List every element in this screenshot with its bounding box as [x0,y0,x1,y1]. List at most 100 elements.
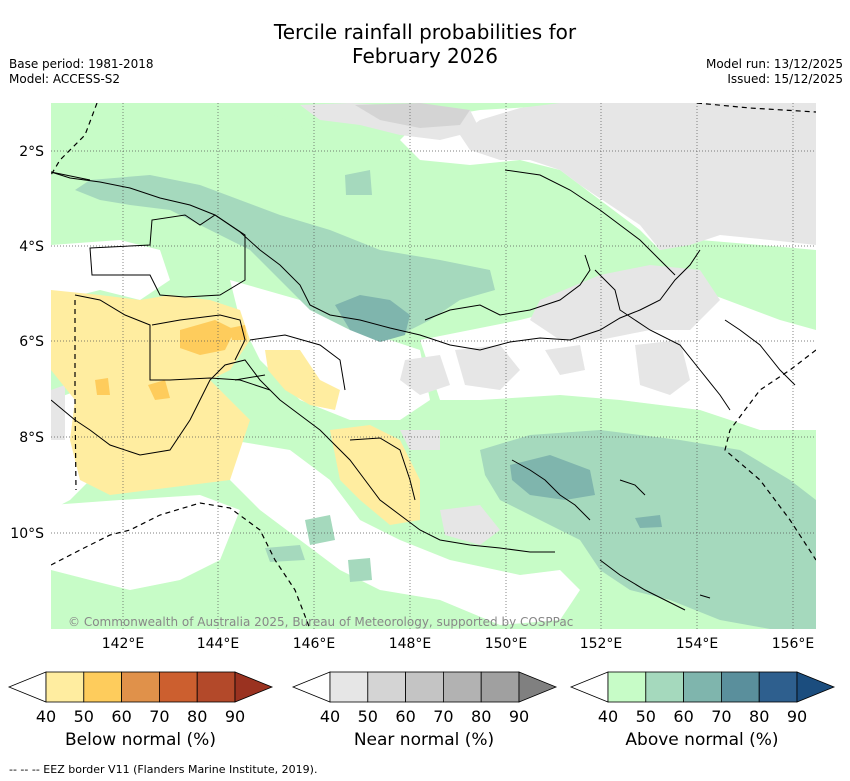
lon-label-156e: 156°E [772,636,815,652]
lat-label-6s: 6°S [19,334,44,350]
colorbar-below-tick: 70 [149,707,169,726]
colorbar-above-swatch [758,671,798,703]
above-normal-50-s2 [265,545,305,562]
colorbar-above-max-arrow [796,671,836,703]
colorbar-near-tick: 90 [509,707,529,726]
copyright-text: © Commonwealth of Australia 2025, Bureau… [68,615,573,629]
colorbar-label-above: Above normal (%) [625,730,779,750]
neutral-region-c [230,280,430,420]
colorbar-label-below: Below normal (%) [65,730,216,750]
colorbar-near-tick: 40 [320,707,340,726]
lon-label-154e: 154°E [676,636,719,652]
above-normal-60-dot [635,515,662,528]
base-period: Base period: 1981-2018 [9,57,154,71]
neutral-region-e [420,290,816,430]
colorbar-below-max-arrow [234,671,274,703]
colorbar-near-swatch [367,671,406,703]
neutral-region-s [230,440,580,625]
title-line-1: Tercile rainfall probabilities for [273,20,577,44]
colorbar-above-swatch [721,671,760,703]
lat-labels: 2°S 4°S 6°S 8°S 10°S [10,144,44,542]
province-borders [74,214,416,501]
lon-label-142e: 142°E [102,636,145,652]
map-area: © Commonwealth of Australia 2025, Bureau… [51,103,816,629]
map-title: Tercile rainfall probabilities for Febru… [0,20,850,68]
colorbar-near-tick: 50 [358,707,378,726]
lat-label-10s: 10°S [10,526,44,542]
below-normal-50-c [95,378,110,395]
colorbar-above-tick: 50 [636,707,656,726]
colorbar-near-swatch [405,671,444,703]
near-normal-c1 [455,345,520,390]
colorbar-below-tick: 90 [225,707,245,726]
issued-date: Issued: 15/12/2025 [727,72,843,86]
colorbar-near: 40 50 60 70 80 90 [291,671,558,726]
lat-label-2s: 2°S [19,144,44,160]
colorbar-near-tick: 70 [433,707,453,726]
colorbar-below-swatch [45,671,85,703]
colorbar-below-swatch [83,671,123,703]
above-normal-50-north [75,175,495,335]
colorbar-below-swatch [158,671,198,703]
meta-right: Model run: 13/12/2025 Issued: 15/12/2025 [706,57,843,87]
near-normal-c2 [400,355,450,395]
lat-label-4s: 4°S [19,239,44,255]
above-normal-50-dot [345,170,372,195]
colorbar-near-min-arrow [291,671,331,703]
colorbar-above-swatch [645,671,684,703]
lat-label-8s: 8°S [19,430,44,446]
colorbar-below-min-arrow [7,671,47,703]
colorbar-below-swatch [196,671,236,703]
title-line-2: February 2026 [352,44,498,68]
above-normal-60-southeast [510,455,595,500]
colorbar-below-tick: 50 [74,707,94,726]
lon-label-150e: 150°E [485,636,528,652]
colorbar-below: 40 50 60 70 80 90 [7,671,274,726]
below-normal-40-west [51,290,250,495]
lon-label-144e: 144°E [197,636,240,652]
colorbar-below-swatch [121,671,160,703]
coastlines [51,169,796,611]
colorbar-below-tick: 40 [36,707,56,726]
colorbar-above-swatch [683,671,722,703]
colorbar-below-tick: 80 [187,707,207,726]
colorbar-above-min-arrow [569,671,609,703]
below-normal-50-d [230,325,247,340]
colorbar-near-swatch [480,671,520,703]
above-normal-40-patch [235,110,320,175]
below-normal-40-c1 [265,350,340,410]
lon-labels: 142°E 144°E 146°E 148°E 150°E 152°E 154°… [102,636,815,652]
colorbar-near-tick: 60 [395,707,415,726]
near-normal-c3 [545,345,585,375]
colorbar-near-swatch [442,671,482,703]
colorbar-above-tick: 70 [711,707,731,726]
colorbar-above-tick: 90 [787,707,807,726]
model-run: Model run: 13/12/2025 [705,57,843,71]
colorbar-near-max-arrow [518,671,558,703]
colorbar-above-tick: 40 [598,707,618,726]
colorbar-label-near: Near normal (%) [353,730,495,750]
colorbars: 40 50 60 70 80 90 40 50 60 70 80 90 40 50 60 70 80 90 [7,671,836,726]
colorbar-above-tick: 60 [673,707,693,726]
lon-label-148e: 148°E [389,636,432,652]
above-normal-50-s3 [348,558,372,582]
below-normal-40-c2 [330,425,420,525]
lon-label-146e: 146°E [293,636,336,652]
near-normal-ne [460,103,816,250]
eez-borders [51,103,816,629]
colorbar-below-tick: 60 [111,707,131,726]
neutral-region-ssw [51,495,240,590]
near-normal-e2 [635,340,690,395]
colorbar-above-tick: 80 [749,707,769,726]
graticule [51,103,816,629]
model-name: Model: ACCESS-S2 [9,72,121,86]
meta-left: Base period: 1981-2018 Model: ACCESS-S2 [9,57,154,87]
near-normal-w [51,385,65,440]
near-normal-se [440,505,500,545]
below-normal-50-a [180,320,235,355]
near-normal-n-50 [355,103,470,128]
above-normal-60-north [335,295,410,342]
neutral-region-w [51,240,170,300]
colorbar-above: 40 50 60 70 80 90 [569,671,836,726]
